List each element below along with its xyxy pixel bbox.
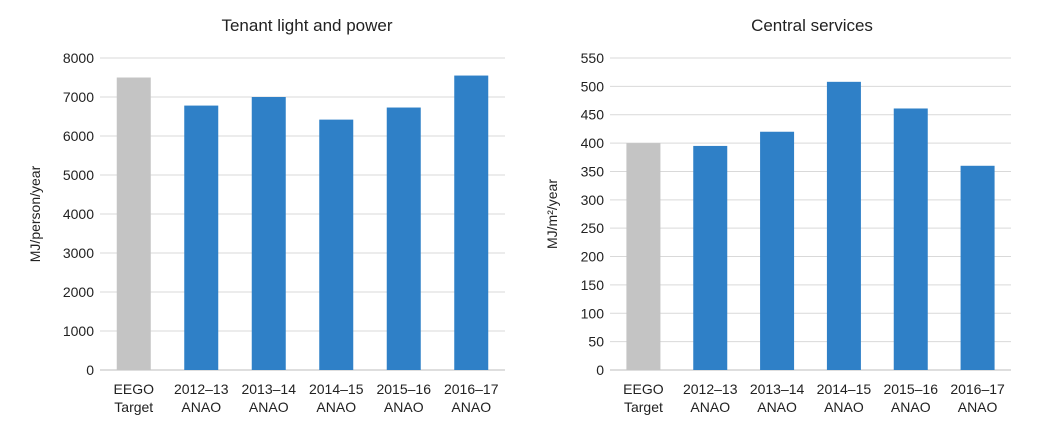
x-tick-label: 2014–15: [817, 381, 872, 397]
bar: [319, 119, 354, 371]
y-tick-label: 100: [581, 305, 605, 321]
y-axis-label: MJ/m²/year: [544, 179, 560, 249]
bar: [626, 143, 661, 370]
y-tick-label: 6000: [63, 128, 94, 144]
x-tick-label: 2013–14: [241, 381, 296, 397]
bar: [893, 108, 928, 370]
y-tick-label: 1000: [63, 323, 94, 339]
y-tick-label: 50: [588, 334, 604, 350]
y-tick-label: 4000: [63, 206, 94, 222]
y-tick-label: 0: [596, 362, 604, 378]
x-tick-label: 2012–13: [683, 381, 738, 397]
x-tick-label: ANAO: [316, 399, 356, 415]
chart-tenant-light-and-power: Tenant light and power MJ/person/year 0 100…: [27, 16, 505, 415]
y-tick-label: 400: [581, 135, 605, 151]
x-tick-label: 2015–16: [883, 381, 938, 397]
y-tick-label: 350: [581, 163, 605, 179]
x-tick-label: 2016–17: [950, 381, 1005, 397]
bar: [826, 81, 861, 371]
x-tick-label: 2014–15: [309, 381, 364, 397]
bar: [454, 75, 489, 371]
x-tick-label: EEGO: [623, 381, 664, 397]
bar: [184, 105, 219, 370]
x-tick-label: ANAO: [181, 399, 221, 415]
y-tick-label: 500: [581, 78, 605, 94]
y-axis-label: MJ/person/year: [27, 165, 43, 262]
bar: [693, 145, 728, 370]
x-tick-label: 2016–17: [444, 381, 499, 397]
x-tick-label: ANAO: [824, 399, 864, 415]
y-tick-label: 550: [581, 50, 605, 66]
x-tick-label: ANAO: [690, 399, 730, 415]
x-tick-label: ANAO: [958, 399, 998, 415]
chart-title: Central services: [751, 16, 873, 35]
y-tick-label: 5000: [63, 167, 94, 183]
y-tick-label: 0: [86, 362, 94, 378]
y-tick-label: 200: [581, 249, 605, 265]
y-tick-label: 150: [581, 277, 605, 293]
y-tick-label: 7000: [63, 89, 94, 105]
x-tick-label: ANAO: [384, 399, 424, 415]
x-tick-label: ANAO: [757, 399, 797, 415]
y-tick-label: 3000: [63, 245, 94, 261]
bar: [116, 77, 151, 370]
x-tick-label: Target: [114, 399, 153, 415]
x-tick-label: ANAO: [891, 399, 931, 415]
x-tick-label: EEGO: [114, 381, 155, 397]
y-tick-label: 300: [581, 192, 605, 208]
x-tick-label: ANAO: [249, 399, 289, 415]
bar: [251, 97, 286, 370]
y-tick-label: 450: [581, 107, 605, 123]
y-tick-label: 2000: [63, 284, 94, 300]
bar: [760, 131, 795, 370]
y-tick-label: 8000: [63, 50, 94, 66]
chart-central-services: Central services MJ/m²/year 0 50 100 150 200 25…: [544, 16, 1011, 415]
bar: [386, 107, 421, 370]
chart-title: Tenant light and power: [221, 16, 392, 35]
y-tick-label: 250: [581, 220, 605, 236]
x-tick-label: 2012–13: [174, 381, 229, 397]
x-tick-label: 2013–14: [750, 381, 805, 397]
x-tick-label: ANAO: [451, 399, 491, 415]
x-tick-label: Target: [624, 399, 663, 415]
x-tick-label: 2015–16: [376, 381, 431, 397]
bar: [960, 165, 995, 370]
